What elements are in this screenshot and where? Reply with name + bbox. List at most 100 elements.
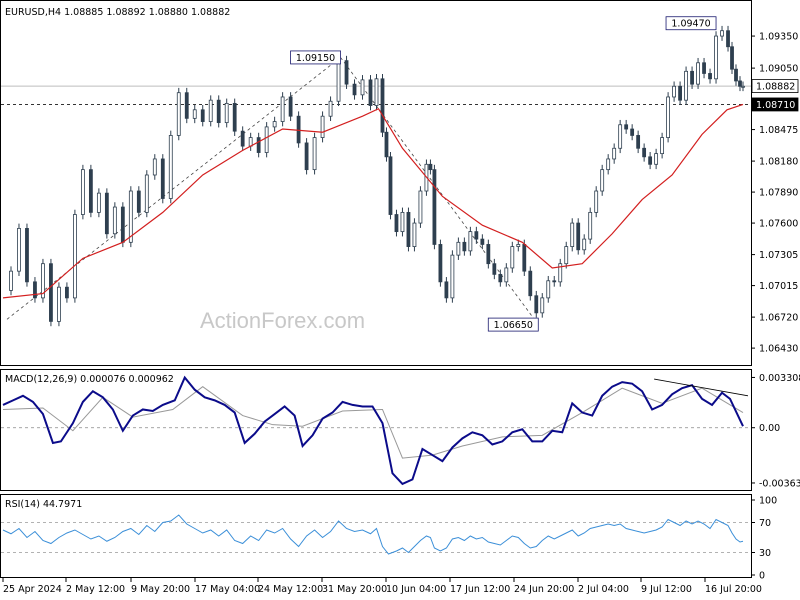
rsi-tick-label: 100	[759, 496, 777, 507]
candle-body	[65, 286, 69, 299]
annotation-box	[487, 317, 539, 332]
candle-body	[280, 96, 285, 122]
candle-body	[88, 169, 93, 213]
candle-body	[714, 35, 718, 80]
price-tag	[751, 97, 799, 112]
candle-body	[360, 79, 365, 96]
candle-body	[25, 228, 29, 283]
candle-body	[144, 174, 149, 213]
candle-body	[456, 241, 461, 256]
rsi-line	[2, 514, 744, 555]
annotation-label: 1.09470	[671, 19, 710, 30]
candle-body	[576, 222, 581, 251]
candle-body	[660, 137, 665, 155]
y-tick-label: 1.06720	[759, 313, 798, 324]
candle-body	[336, 60, 341, 102]
candle-body	[474, 231, 479, 240]
candle-body	[612, 147, 617, 160]
y-tick-label: 1.06430	[759, 344, 798, 355]
candle-body	[412, 222, 417, 247]
candle-body	[128, 190, 133, 243]
candle-body	[112, 206, 117, 235]
macd-signal-line	[2, 386, 744, 459]
candle-body	[240, 130, 245, 147]
candle-body	[73, 214, 77, 299]
candle-body	[504, 267, 509, 283]
candle-body	[256, 137, 261, 153]
candle-body	[41, 263, 45, 299]
x-tick-label: 9 May 20:00	[131, 584, 190, 595]
candle-body	[17, 228, 21, 272]
candle-body	[708, 73, 712, 80]
x-tick-label: 2 May 12:00	[66, 584, 125, 595]
x-tick-label: 24 Jun 20:00	[514, 584, 574, 595]
candle-body	[492, 263, 497, 275]
candle-body	[57, 286, 61, 322]
candle-body	[696, 62, 700, 85]
candle-body	[344, 60, 349, 85]
y-tick-label: 1.08180	[759, 157, 798, 168]
rsi-tick-label: 70	[759, 518, 771, 529]
candle-body	[480, 238, 485, 245]
candle-body	[540, 297, 545, 314]
candle-body	[678, 85, 682, 101]
candle-body	[49, 263, 53, 322]
candle-body	[726, 30, 730, 48]
price-tag	[751, 79, 799, 93]
candle-body	[368, 79, 373, 106]
candle-body	[312, 137, 317, 171]
candle-body	[160, 158, 165, 199]
candle-body	[730, 46, 734, 70]
candle-body	[216, 99, 221, 124]
candle-body	[588, 211, 593, 240]
candle-body	[450, 254, 455, 299]
candle-body	[374, 78, 379, 106]
candle-body	[200, 109, 205, 122]
candle-body	[570, 222, 575, 247]
candle-body	[510, 246, 515, 269]
macd-tick-label: 0.00	[759, 423, 780, 434]
macd-title: MACD(12,26,9) 0.000076 0.000962	[5, 374, 174, 385]
y-tick-label: 1.08475	[759, 125, 798, 136]
candle-body	[552, 280, 557, 283]
candle-body	[104, 192, 109, 235]
chart-title: EURUSD,H4 1.08885 1.08892 1.08880 1.0888…	[5, 7, 230, 18]
candle-body	[224, 102, 229, 124]
candle-body	[184, 92, 189, 119]
candle-body	[636, 135, 641, 149]
candle-body	[9, 270, 13, 291]
candle-body	[264, 126, 269, 153]
candle-body	[232, 102, 237, 132]
y-tick-label: 1.09050	[759, 64, 798, 75]
annotation-box	[290, 50, 341, 65]
y-tick-label: 1.07305	[759, 250, 798, 261]
price-tag-label: 1.08882	[756, 82, 795, 93]
candle-body	[208, 99, 213, 122]
candle-body	[666, 96, 671, 138]
candle-body	[288, 96, 293, 117]
candle-body	[388, 156, 393, 215]
candle-body	[594, 190, 599, 213]
y-tick-label: 1.09350	[759, 32, 798, 43]
candle-body	[80, 169, 85, 215]
candle-body	[248, 137, 253, 147]
candle-body	[624, 124, 629, 130]
candle-body	[406, 211, 411, 247]
candle-body	[432, 169, 437, 245]
macd-tick-label: 0.003308	[759, 373, 800, 384]
candle-body	[176, 92, 181, 136]
candle-body	[418, 190, 423, 224]
candle-body	[468, 231, 473, 252]
price-tag-label: 1.08710	[756, 100, 795, 111]
rsi-tick-label: 30	[759, 548, 771, 559]
candle-body	[564, 246, 569, 265]
x-tick-label: 24 May 12:00	[258, 584, 323, 595]
candle-body	[152, 158, 157, 176]
candle-body	[648, 156, 653, 165]
candle-body	[630, 128, 635, 136]
rsi-title: RSI(14) 44.7971	[5, 499, 82, 510]
y-tick-label: 1.07890	[759, 188, 798, 199]
candle-body	[702, 62, 706, 74]
candle-body	[272, 121, 277, 128]
